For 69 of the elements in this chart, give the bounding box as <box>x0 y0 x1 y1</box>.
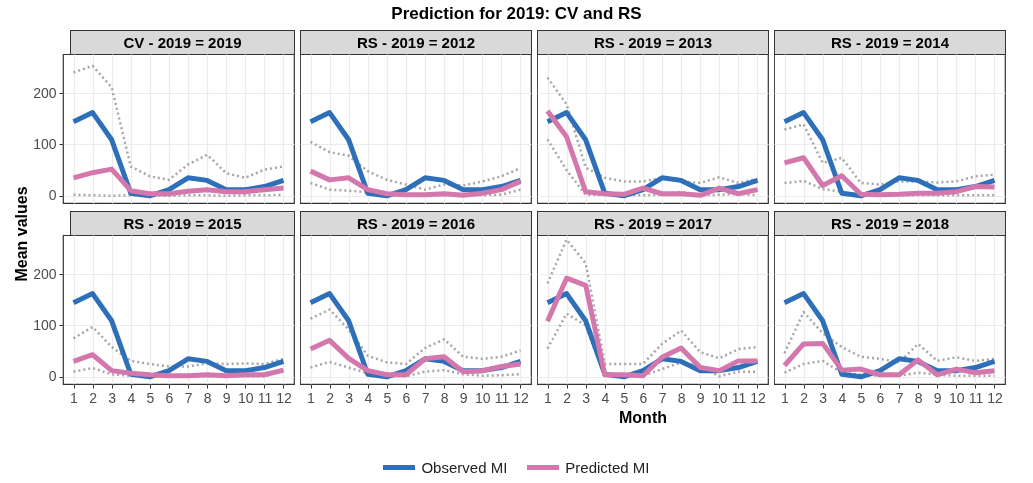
x-tick-label: 11 <box>494 389 510 406</box>
x-tick-label: 8 <box>914 389 923 406</box>
x-tick-label: 9 <box>459 389 468 406</box>
x-tick-label: 7 <box>184 389 193 406</box>
chart-title: CV - 2019 = 2019 <box>70 30 295 54</box>
x-tick-label: 3 <box>345 389 354 406</box>
y-tick-label: 100 <box>33 135 57 152</box>
x-tick-label: 12 <box>750 389 766 406</box>
x-tick-label: 10 <box>238 389 254 406</box>
x-tick-label: 8 <box>440 389 449 406</box>
x-tick-label: 6 <box>639 389 648 406</box>
x-tick-label: 2 <box>800 389 809 406</box>
y-axis-title: Mean values <box>13 185 31 284</box>
x-tick-label: 10 <box>475 389 491 406</box>
y-tick-label: 0 <box>48 368 57 385</box>
x-tick-label: 10 <box>712 389 728 406</box>
y-tick-label: 0 <box>48 187 57 204</box>
x-tick-label: 2 <box>326 389 335 406</box>
x-tick-label: 3 <box>582 389 591 406</box>
x-tick-label: 7 <box>895 389 904 406</box>
x-tick-label: 7 <box>658 389 667 406</box>
line-series <box>72 64 285 182</box>
x-tick-label: 5 <box>620 389 629 406</box>
x-tick-label: 9 <box>933 389 942 406</box>
text: Prediction for 2019: CV and RS <box>390 4 643 24</box>
y-tick-label: 200 <box>33 265 57 282</box>
x-tick-label: 6 <box>876 389 885 406</box>
x-tick-label: 6 <box>165 389 174 406</box>
x-axis-title: Month <box>618 409 668 427</box>
chart-title: RS - 2019 = 2017 <box>537 211 769 235</box>
chart-title: RS - 2019 = 2013 <box>537 30 769 54</box>
chart-title: RS - 2019 = 2018 <box>774 211 1006 235</box>
x-tick-label: 1 <box>544 389 553 406</box>
x-tick-label: 11 <box>731 389 747 406</box>
x-tick-label: 9 <box>696 389 705 406</box>
x-tick-label: 4 <box>601 389 610 406</box>
x-tick-label: 4 <box>838 389 847 406</box>
x-tick-label: 6 <box>402 389 411 406</box>
x-tick-label: 12 <box>513 389 529 406</box>
x-tick-label: 3 <box>819 389 828 406</box>
x-tick-label: 11 <box>968 389 984 406</box>
x-tick-label: 5 <box>857 389 866 406</box>
x-tick-label: 2 <box>563 389 572 406</box>
chart-title: RS - 2019 = 2012 <box>300 30 532 54</box>
x-tick-label: 1 <box>781 389 790 406</box>
x-tick-label: 3 <box>108 389 117 406</box>
x-tick-label: 8 <box>677 389 686 406</box>
legend-label: Observed MI <box>421 459 508 476</box>
x-tick-label: 7 <box>421 389 430 406</box>
x-tick-label: 10 <box>949 389 965 406</box>
chart-title: RS - 2019 = 2014 <box>774 30 1006 54</box>
y-tick-label: 100 <box>33 316 57 333</box>
line-series <box>72 325 285 368</box>
x-tick-label: 1 <box>70 389 79 406</box>
x-tick-label: 5 <box>383 389 392 406</box>
x-tick-label: 12 <box>276 389 292 406</box>
x-tick-label: 4 <box>127 389 136 406</box>
x-tick-label: 11 <box>257 389 273 406</box>
chart-title: RS - 2019 = 2016 <box>300 211 532 235</box>
y-tick-label: 200 <box>33 84 57 101</box>
x-tick-label: 12 <box>987 389 1003 406</box>
x-tick-label: 1 <box>307 389 316 406</box>
chart-title: RS - 2019 = 2015 <box>70 211 295 235</box>
x-tick-label: 2 <box>89 389 98 406</box>
x-tick-label: 8 <box>203 389 212 406</box>
legend-label: Predicted MI <box>565 459 650 476</box>
x-tick-label: 9 <box>222 389 231 406</box>
x-tick-label: 4 <box>364 389 373 406</box>
x-tick-label: 5 <box>146 389 155 406</box>
